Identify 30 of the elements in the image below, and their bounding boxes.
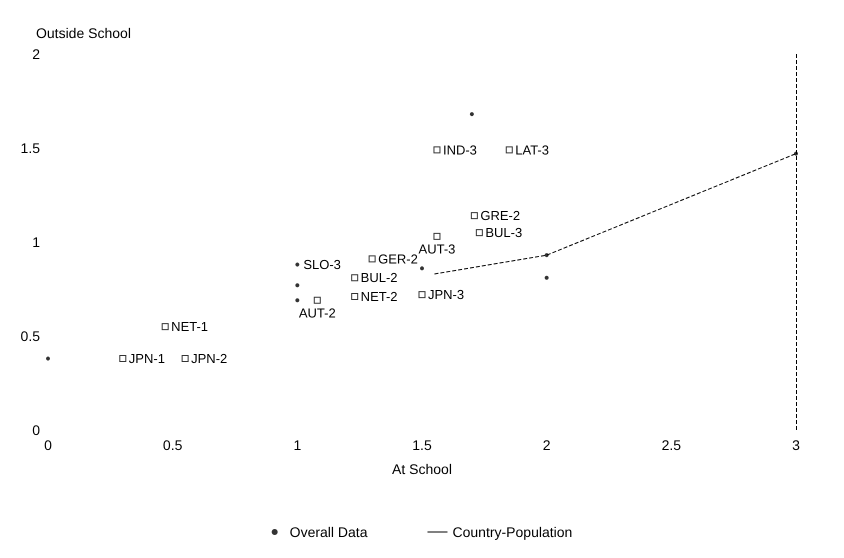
x-tick-label: 1.5 <box>412 437 432 453</box>
annotation: GRE-2 <box>480 208 520 224</box>
annotation: JPN-1 <box>128 351 165 366</box>
y-axis-title: Outside School <box>36 25 131 41</box>
annotation: GER-2 <box>378 251 418 266</box>
y-tick-label: 2 <box>32 46 40 62</box>
x-tick-label: 3 <box>792 437 800 453</box>
annotation: NET-1 <box>171 319 208 334</box>
annotation: AUT-3 <box>418 241 456 256</box>
y-tick-label: 0 <box>32 422 40 438</box>
annotation: AUT-2 <box>298 305 336 320</box>
x-tick-label: 2.5 <box>662 437 682 453</box>
x-axis-title: At School <box>392 461 452 477</box>
y-tick-label: 1 <box>32 234 40 250</box>
legend-label: Country-Population <box>452 524 572 540</box>
annotation: NET-2 <box>360 289 398 304</box>
x-tick-label: 0.5 <box>162 437 183 453</box>
legend-label: Overall Data <box>290 524 368 540</box>
y-tick-label: 1.5 <box>20 140 40 156</box>
annotation: IND-3 <box>442 142 477 158</box>
annotation: BUL-3 <box>485 225 522 240</box>
annotation: SLO-3 <box>303 257 341 272</box>
x-tick-label: 0 <box>44 437 52 453</box>
annotation: JPN-3 <box>428 287 464 302</box>
y-tick-label: 0.5 <box>20 328 40 344</box>
x-tick-label: 2 <box>542 437 551 453</box>
annotation: LAT-3 <box>515 142 549 158</box>
annotation: BUL-2 <box>360 270 398 286</box>
annotation: JPN-2 <box>191 351 228 366</box>
x-tick-label: 1 <box>293 437 302 453</box>
